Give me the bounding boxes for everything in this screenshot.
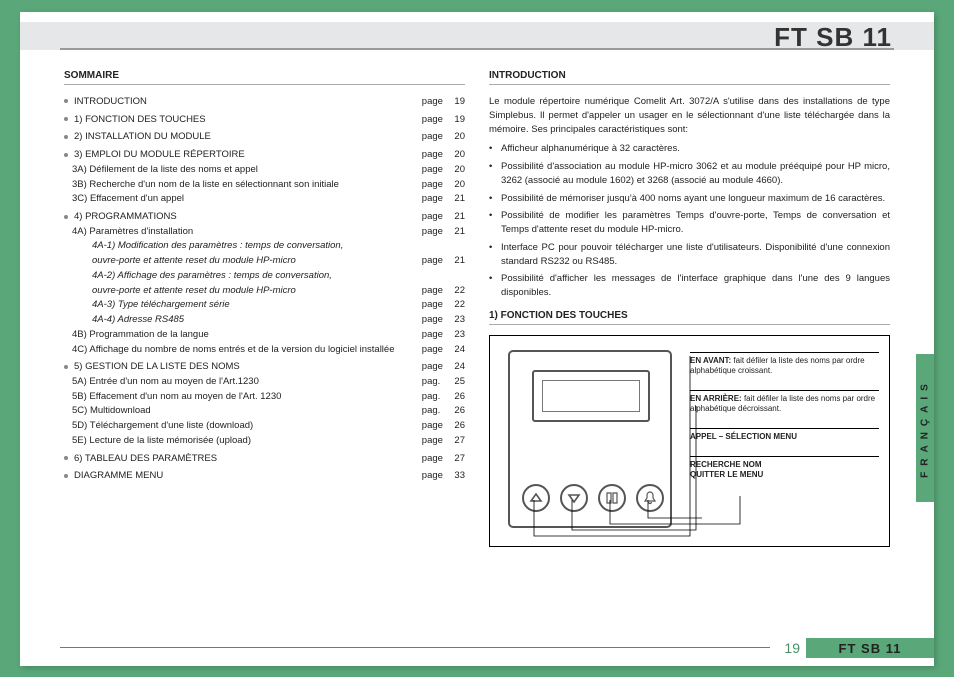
keys-heading: 1) FONCTION DES TOUCHES: [489, 310, 890, 325]
table-of-contents: INTRODUCTIONpage 19 1) FONCTION DES TOUCH…: [64, 95, 465, 484]
header-rule: [60, 48, 894, 50]
feature-item: Possibilité d'afficher les messages de l…: [489, 272, 890, 300]
callout-labels: EN AVANT: fait défiler la liste des noms…: [690, 352, 879, 536]
feature-item: Interface PC pour pouvoir télécharger un…: [489, 241, 890, 269]
toc-row: DIAGRAMME MENUpage 33: [64, 469, 465, 484]
page-number: 19: [784, 638, 800, 658]
manual-page: FT SB 11 FRANÇAIS SOMMAIRE INTRODUCTIONp…: [20, 12, 934, 666]
intro-heading: INTRODUCTION: [489, 70, 890, 85]
toc-row: 3B) Recherche d'un nom de la liste en sé…: [64, 178, 465, 193]
content-columns: SOMMAIRE INTRODUCTIONpage 19 1) FONCTION …: [64, 70, 890, 626]
toc-row: 3) EMPLOI DU MODULE RÉPERTOIREpage 20: [64, 148, 465, 163]
feature-list: Afficheur alphanumérique à 32 caractères…: [489, 142, 890, 300]
callout: EN ARRIÈRE: fait défiler la liste des no…: [690, 390, 879, 414]
feature-item: Possibilité de modifier les paramètres T…: [489, 209, 890, 237]
toc-row: 5D) Téléchargement d'une liste (download…: [64, 419, 465, 434]
footer-rule: [60, 647, 770, 648]
document-title: FT SB 11: [774, 22, 892, 53]
language-tab-label: FRANÇAIS: [920, 378, 931, 478]
callout: APPEL – SÉLECTION MENU: [690, 428, 879, 442]
toc-row: 6) TABLEAU DES PARAMÈTRESpage 27: [64, 452, 465, 467]
intro-body: Le module répertoire numérique Comelit A…: [489, 95, 890, 300]
callout: RECHERCHE NOM QUITTER LE MENU: [690, 456, 879, 480]
intro-paragraph: Le module répertoire numérique Comelit A…: [489, 95, 890, 136]
toc-row: 2) INSTALLATION DU MODULEpage 20: [64, 130, 465, 145]
language-tab: FRANÇAIS: [916, 354, 934, 502]
toc-row: 4A-1) Modification des paramètres : temp…: [64, 239, 465, 254]
toc-row: 4A-3) Type téléchargement sériepage 22: [64, 298, 465, 313]
callout: EN AVANT: fait défiler la liste des noms…: [690, 352, 879, 376]
toc-row: 4A) Paramètres d'installationpage 21: [64, 225, 465, 240]
toc-row: 5C) Multidownloadpag. 26: [64, 404, 465, 419]
page-footer: 19 FT SB 11: [20, 638, 934, 658]
toc-row: 5B) Effacement d'un nom au moyen de l'Ar…: [64, 390, 465, 405]
left-column: SOMMAIRE INTRODUCTIONpage 19 1) FONCTION …: [64, 70, 465, 626]
feature-item: Possibilité de mémoriser jusqu'à 400 nom…: [489, 192, 890, 206]
right-column: INTRODUCTION Le module répertoire numéri…: [489, 70, 890, 626]
toc-row: 5) GESTION DE LA LISTE DES NOMSpage 24: [64, 360, 465, 375]
toc-row: 1) FONCTION DES TOUCHESpage 19: [64, 113, 465, 128]
toc-row: 3C) Effacement d'un appelpage 21: [64, 192, 465, 207]
toc-row: 4A-2) Affichage des paramètres : temps d…: [64, 269, 465, 284]
keypad-figure: EN AVANT: fait défiler la liste des noms…: [489, 335, 890, 547]
toc-row: 4B) Programmation de la languepage 23: [64, 328, 465, 343]
toc-row: ouvre-porte et attente reset du module H…: [64, 254, 465, 269]
toc-row: 5E) Lecture de la liste mémorisée (uploa…: [64, 434, 465, 449]
toc-row: ouvre-porte et attente reset du module H…: [64, 284, 465, 299]
footer-doc-label: FT SB 11: [806, 638, 934, 658]
summary-heading: SOMMAIRE: [64, 70, 465, 85]
feature-item: Afficheur alphanumérique à 32 caractères…: [489, 142, 890, 156]
header-bar: FT SB 11: [20, 22, 934, 50]
toc-row: 3A) Défilement de la liste des noms et a…: [64, 163, 465, 178]
toc-row: 4A-4) Adresse RS485page 23: [64, 313, 465, 328]
feature-item: Possibilité d'association au module HP-m…: [489, 160, 890, 188]
toc-row: 4) PROGRAMMATIONSpage 21: [64, 210, 465, 225]
toc-row: 4C) Affichage du nombre de noms entrés e…: [64, 343, 465, 358]
toc-row: 5A) Entrée d'un nom au moyen de l'Art.12…: [64, 375, 465, 390]
toc-row: INTRODUCTIONpage 19: [64, 95, 465, 110]
